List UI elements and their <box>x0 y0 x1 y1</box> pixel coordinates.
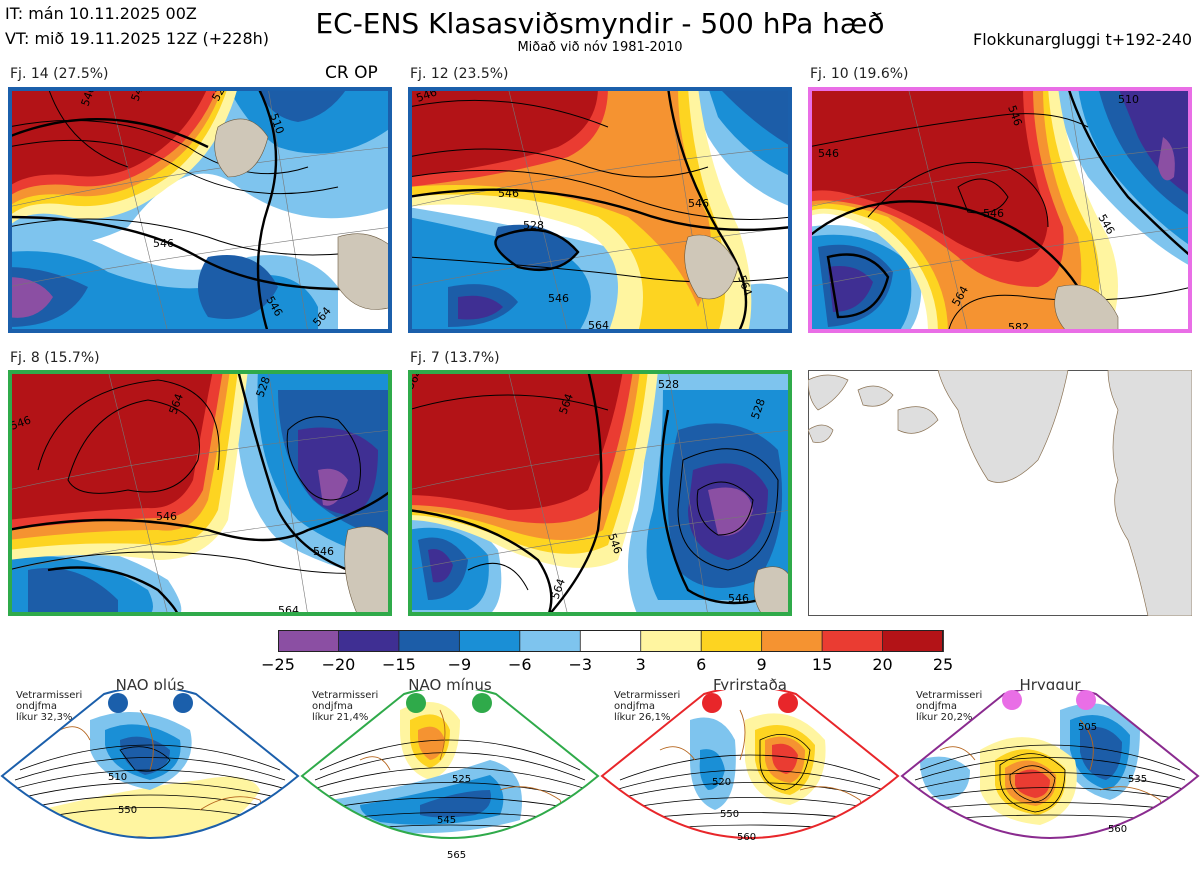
colorbar-swatch <box>700 630 763 652</box>
colorbar-tick-label: 9 <box>756 655 767 674</box>
colorbar-tick-label: 25 <box>932 655 954 674</box>
valid-time: VT: mið 19.11.2025 12Z (+228h) <box>5 29 270 48</box>
colorbar-tick-label: 20 <box>872 655 893 674</box>
colorbar-swatch <box>882 630 944 652</box>
regime-title-nao-minus: NAO mínus <box>408 676 492 694</box>
regime-map-nao-plus: 510 550 <box>0 690 300 839</box>
contour-label: 546 <box>983 207 1004 220</box>
cluster-map-fj14: 546 546 546 510 528 564 546 <box>8 87 392 333</box>
panel-label-fj7: Fj. 7 (13.7%) <box>410 350 500 366</box>
contour-label: 564 <box>588 319 609 332</box>
cluster-map-fj10: 546 546 510 546 564 546 582 <box>808 87 1192 333</box>
colorbar-tick-label: −25 <box>261 655 295 674</box>
panel-label-fj8: Fj. 8 (15.7%) <box>10 350 100 366</box>
colorbar-swatch <box>278 630 340 652</box>
colorbar-tick-label: 6 <box>696 655 707 674</box>
contour-label: 546 <box>313 545 334 558</box>
colorbar-swatch <box>640 630 703 652</box>
regime-dot <box>702 693 722 713</box>
colorbar-swatch <box>519 630 582 652</box>
colorbar-tick-label: 15 <box>811 655 833 674</box>
page-subtitle: Miðað við nóv 1981-2010 <box>517 40 683 55</box>
regime-dot <box>173 693 193 713</box>
regime-dot <box>778 693 798 713</box>
regime-note-ridge: Vetrarmisseri ondjfma líkur 20,2% <box>916 690 983 723</box>
regime-note-nao-plus: Vetrarmisseri ondjfma líkur 32,3% <box>16 690 83 723</box>
colorbar-tick-label: −15 <box>382 655 416 674</box>
panel-extra-crop: CR OP <box>325 63 378 83</box>
classification-window: Flokkunargluggi t+192-240 <box>973 30 1192 49</box>
colorbar-swatch <box>338 630 400 652</box>
colorbar-swatch <box>458 630 521 652</box>
contour-label: 546 <box>498 187 519 200</box>
contour-label: 560 <box>1108 824 1127 835</box>
colorbar-tick-label: −20 <box>321 655 356 674</box>
contour-label: 510 <box>1118 93 1139 106</box>
colorbar-swatch <box>398 630 461 652</box>
contour-label: 505 <box>1078 722 1097 733</box>
colorbar-swatch <box>821 630 884 652</box>
colorbar-swatch <box>761 630 823 652</box>
contour-label: 525 <box>452 774 471 785</box>
contour-label: 550 <box>118 805 137 816</box>
contour-label: 546 <box>153 237 174 250</box>
base-map-empty <box>808 370 1192 616</box>
contour-label: 520 <box>712 777 731 788</box>
contour-label: 528 <box>658 378 679 391</box>
colorbar-tick-label: −3 <box>568 655 593 674</box>
panel-border-fj14 <box>8 87 392 333</box>
contour-label: 535 <box>1128 774 1147 785</box>
panel-label-fj12: Fj. 12 (23.5%) <box>410 66 509 82</box>
panel-border-fj8 <box>8 370 392 616</box>
regime-title-nao-plus: NAO plús <box>115 676 185 694</box>
colorbar <box>278 630 944 652</box>
regime-dot <box>1002 690 1022 710</box>
regime-note-blocking: Vetrarmisseri ondjfma líkur 26,1% <box>614 690 681 723</box>
cluster-map-fj8: 546 564 546 546 528 564 <box>8 370 392 616</box>
contour-label: 528 <box>523 219 544 232</box>
regime-dot <box>108 693 128 713</box>
contour-label: 546 <box>728 592 749 605</box>
contour-label: 546 <box>818 147 839 160</box>
colorbar-tick-label: −6 <box>508 655 532 674</box>
page-title: EC-ENS Klasasviðsmyndir - 500 hPa hæð <box>315 7 885 40</box>
regime-title-blocking: Fyrirstaða <box>713 676 787 694</box>
colorbar-swatch <box>579 630 642 652</box>
panel-border-fj10 <box>808 87 1192 333</box>
contour-label: 546 <box>548 292 569 305</box>
cluster-map-fj7: 564 528 546 564 528 546 564 <box>408 370 792 616</box>
contour-label: 510 <box>108 772 127 783</box>
contour-label: 565 <box>447 850 466 861</box>
panel-label-fj14: Fj. 14 (27.5%) <box>10 66 109 82</box>
regime-dot <box>406 693 426 713</box>
contour-label: 545 <box>437 815 456 826</box>
contour-label: 546 <box>156 510 177 523</box>
regime-dot <box>1076 690 1096 710</box>
contour-label: 550 <box>720 809 739 820</box>
panel-border-fj7 <box>408 370 792 616</box>
regime-map-ridge: 505 535 560 <box>900 690 1200 839</box>
colorbar-tick-label: 3 <box>635 655 646 674</box>
colorbar-tick-label: −9 <box>447 655 472 674</box>
contour-label: 560 <box>737 832 756 843</box>
contour-label: 546 <box>688 197 709 210</box>
regime-note-nao-minus: Vetrarmisseri ondjfma líkur 21,4% <box>312 690 379 723</box>
regime-dot <box>472 693 492 713</box>
initial-time: IT: mán 10.11.2025 00Z <box>5 4 197 23</box>
regime-map-blocking: 520 550 560 <box>600 690 900 843</box>
regime-map-nao-minus: 525 545 565 <box>300 690 600 861</box>
panel-label-fj10: Fj. 10 (19.6%) <box>810 66 909 82</box>
panel-border-fj12 <box>408 87 792 333</box>
cluster-map-fj12: 546 546 528 546 564 564 546 <box>408 87 792 333</box>
regime-title-ridge: Hryggur <box>1019 676 1081 694</box>
